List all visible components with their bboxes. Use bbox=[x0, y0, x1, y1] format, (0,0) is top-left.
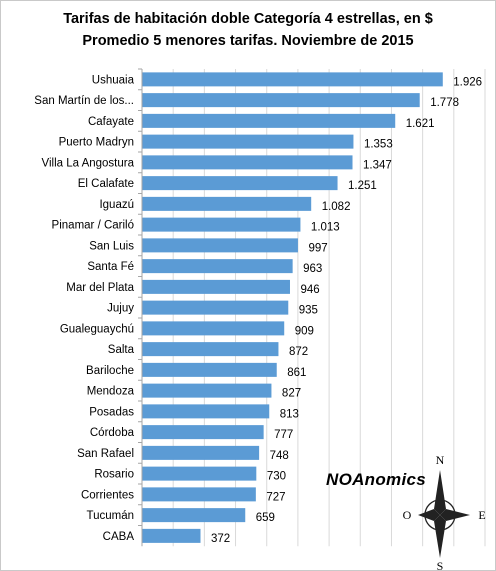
data-label: 872 bbox=[289, 346, 308, 358]
category-label: Rosario bbox=[94, 469, 134, 481]
bar bbox=[142, 528, 201, 543]
bar bbox=[142, 425, 264, 440]
data-label: 997 bbox=[308, 242, 327, 254]
category-label: Villa La Angostura bbox=[42, 157, 135, 169]
compass-label-n: N bbox=[436, 453, 445, 467]
data-label: 1.621 bbox=[406, 118, 435, 130]
category-label: Pinamar / Cariló bbox=[52, 220, 134, 232]
chart-title: Tarifas de habitación doble Categoría 4 … bbox=[63, 11, 433, 27]
category-label: Tucumán bbox=[86, 510, 134, 522]
bar bbox=[142, 72, 443, 87]
bar bbox=[142, 259, 293, 274]
data-label: 727 bbox=[266, 491, 285, 503]
category-label: CABA bbox=[103, 531, 135, 543]
bar bbox=[142, 508, 246, 523]
bar bbox=[142, 321, 285, 336]
bar bbox=[142, 404, 270, 419]
gridlines bbox=[138, 68, 486, 547]
bars bbox=[142, 72, 443, 543]
category-label: Gualeguaychú bbox=[60, 323, 134, 335]
bar bbox=[142, 487, 256, 502]
compass-arrow-south bbox=[434, 515, 446, 558]
category-label: Córdoba bbox=[90, 427, 135, 439]
data-label: 963 bbox=[303, 263, 322, 275]
data-label: 748 bbox=[270, 450, 289, 462]
category-label: Corrientes bbox=[81, 489, 134, 501]
compass-label-s: S bbox=[437, 559, 444, 571]
bar bbox=[142, 113, 396, 128]
compass-rose-icon: N S O E bbox=[403, 453, 486, 571]
data-label: 861 bbox=[287, 367, 306, 379]
category-label: Cafayate bbox=[88, 116, 134, 128]
category-label: Mendoza bbox=[87, 386, 135, 398]
category-label: San Martín de los... bbox=[34, 95, 134, 107]
compass-arrow-west bbox=[418, 509, 440, 521]
category-label: Posadas bbox=[89, 406, 134, 418]
bar bbox=[142, 342, 279, 357]
bar bbox=[142, 445, 260, 460]
bar bbox=[142, 300, 289, 315]
bar bbox=[142, 383, 272, 398]
data-label: 1.251 bbox=[348, 180, 377, 192]
compass-label-e: E bbox=[478, 508, 485, 522]
category-label: Ushuaia bbox=[92, 74, 135, 86]
value-labels: 1.926 1.778 1.621 1.353 1.347 1.251 1.082 1.013… bbox=[211, 76, 482, 545]
category-label: Mar del Plata bbox=[66, 282, 134, 294]
data-label: 909 bbox=[295, 325, 314, 337]
chart-subtitle: Promedio 5 menores tarifas. Noviembre de… bbox=[82, 33, 414, 49]
data-label: 1.353 bbox=[364, 139, 393, 151]
data-label: 730 bbox=[267, 471, 286, 483]
data-label: 1.778 bbox=[430, 97, 459, 109]
category-label: Santa Fé bbox=[87, 261, 134, 273]
data-label: 935 bbox=[299, 305, 318, 317]
bar bbox=[142, 466, 257, 481]
data-label: 827 bbox=[282, 388, 301, 400]
category-label: El Calafate bbox=[78, 178, 134, 190]
bar bbox=[142, 217, 301, 232]
data-label: 1.347 bbox=[363, 159, 392, 171]
bar bbox=[142, 279, 290, 294]
bar bbox=[142, 196, 312, 211]
compass-arrow-north bbox=[434, 470, 446, 515]
category-label: Iguazú bbox=[99, 199, 134, 211]
data-label: 372 bbox=[211, 533, 230, 545]
category-label: Jujuy bbox=[107, 303, 134, 315]
category-label: Puerto Madryn bbox=[59, 137, 134, 149]
data-label: 777 bbox=[274, 429, 293, 441]
data-label: 946 bbox=[300, 284, 319, 296]
bar bbox=[142, 93, 420, 108]
bar bbox=[142, 238, 298, 253]
data-label: 813 bbox=[280, 408, 299, 420]
bar bbox=[142, 155, 353, 170]
category-label: San Luis bbox=[89, 240, 134, 252]
category-label: Bariloche bbox=[86, 365, 134, 377]
compass-label-o: O bbox=[403, 508, 412, 522]
bar bbox=[142, 362, 277, 377]
bar bbox=[142, 176, 338, 191]
compass-arrow-east bbox=[440, 509, 470, 521]
brand-logo-text: NOAnomics bbox=[326, 470, 426, 489]
data-label: 1.082 bbox=[322, 201, 351, 213]
data-label: 1.013 bbox=[311, 222, 340, 234]
bar bbox=[142, 134, 354, 149]
data-label: 1.926 bbox=[453, 76, 482, 88]
category-label: San Rafael bbox=[77, 448, 134, 460]
category-label: Salta bbox=[108, 344, 135, 356]
category-labels: Ushuaia San Martín de los... Cafayate Puert… bbox=[34, 74, 134, 543]
data-label: 659 bbox=[256, 512, 275, 524]
